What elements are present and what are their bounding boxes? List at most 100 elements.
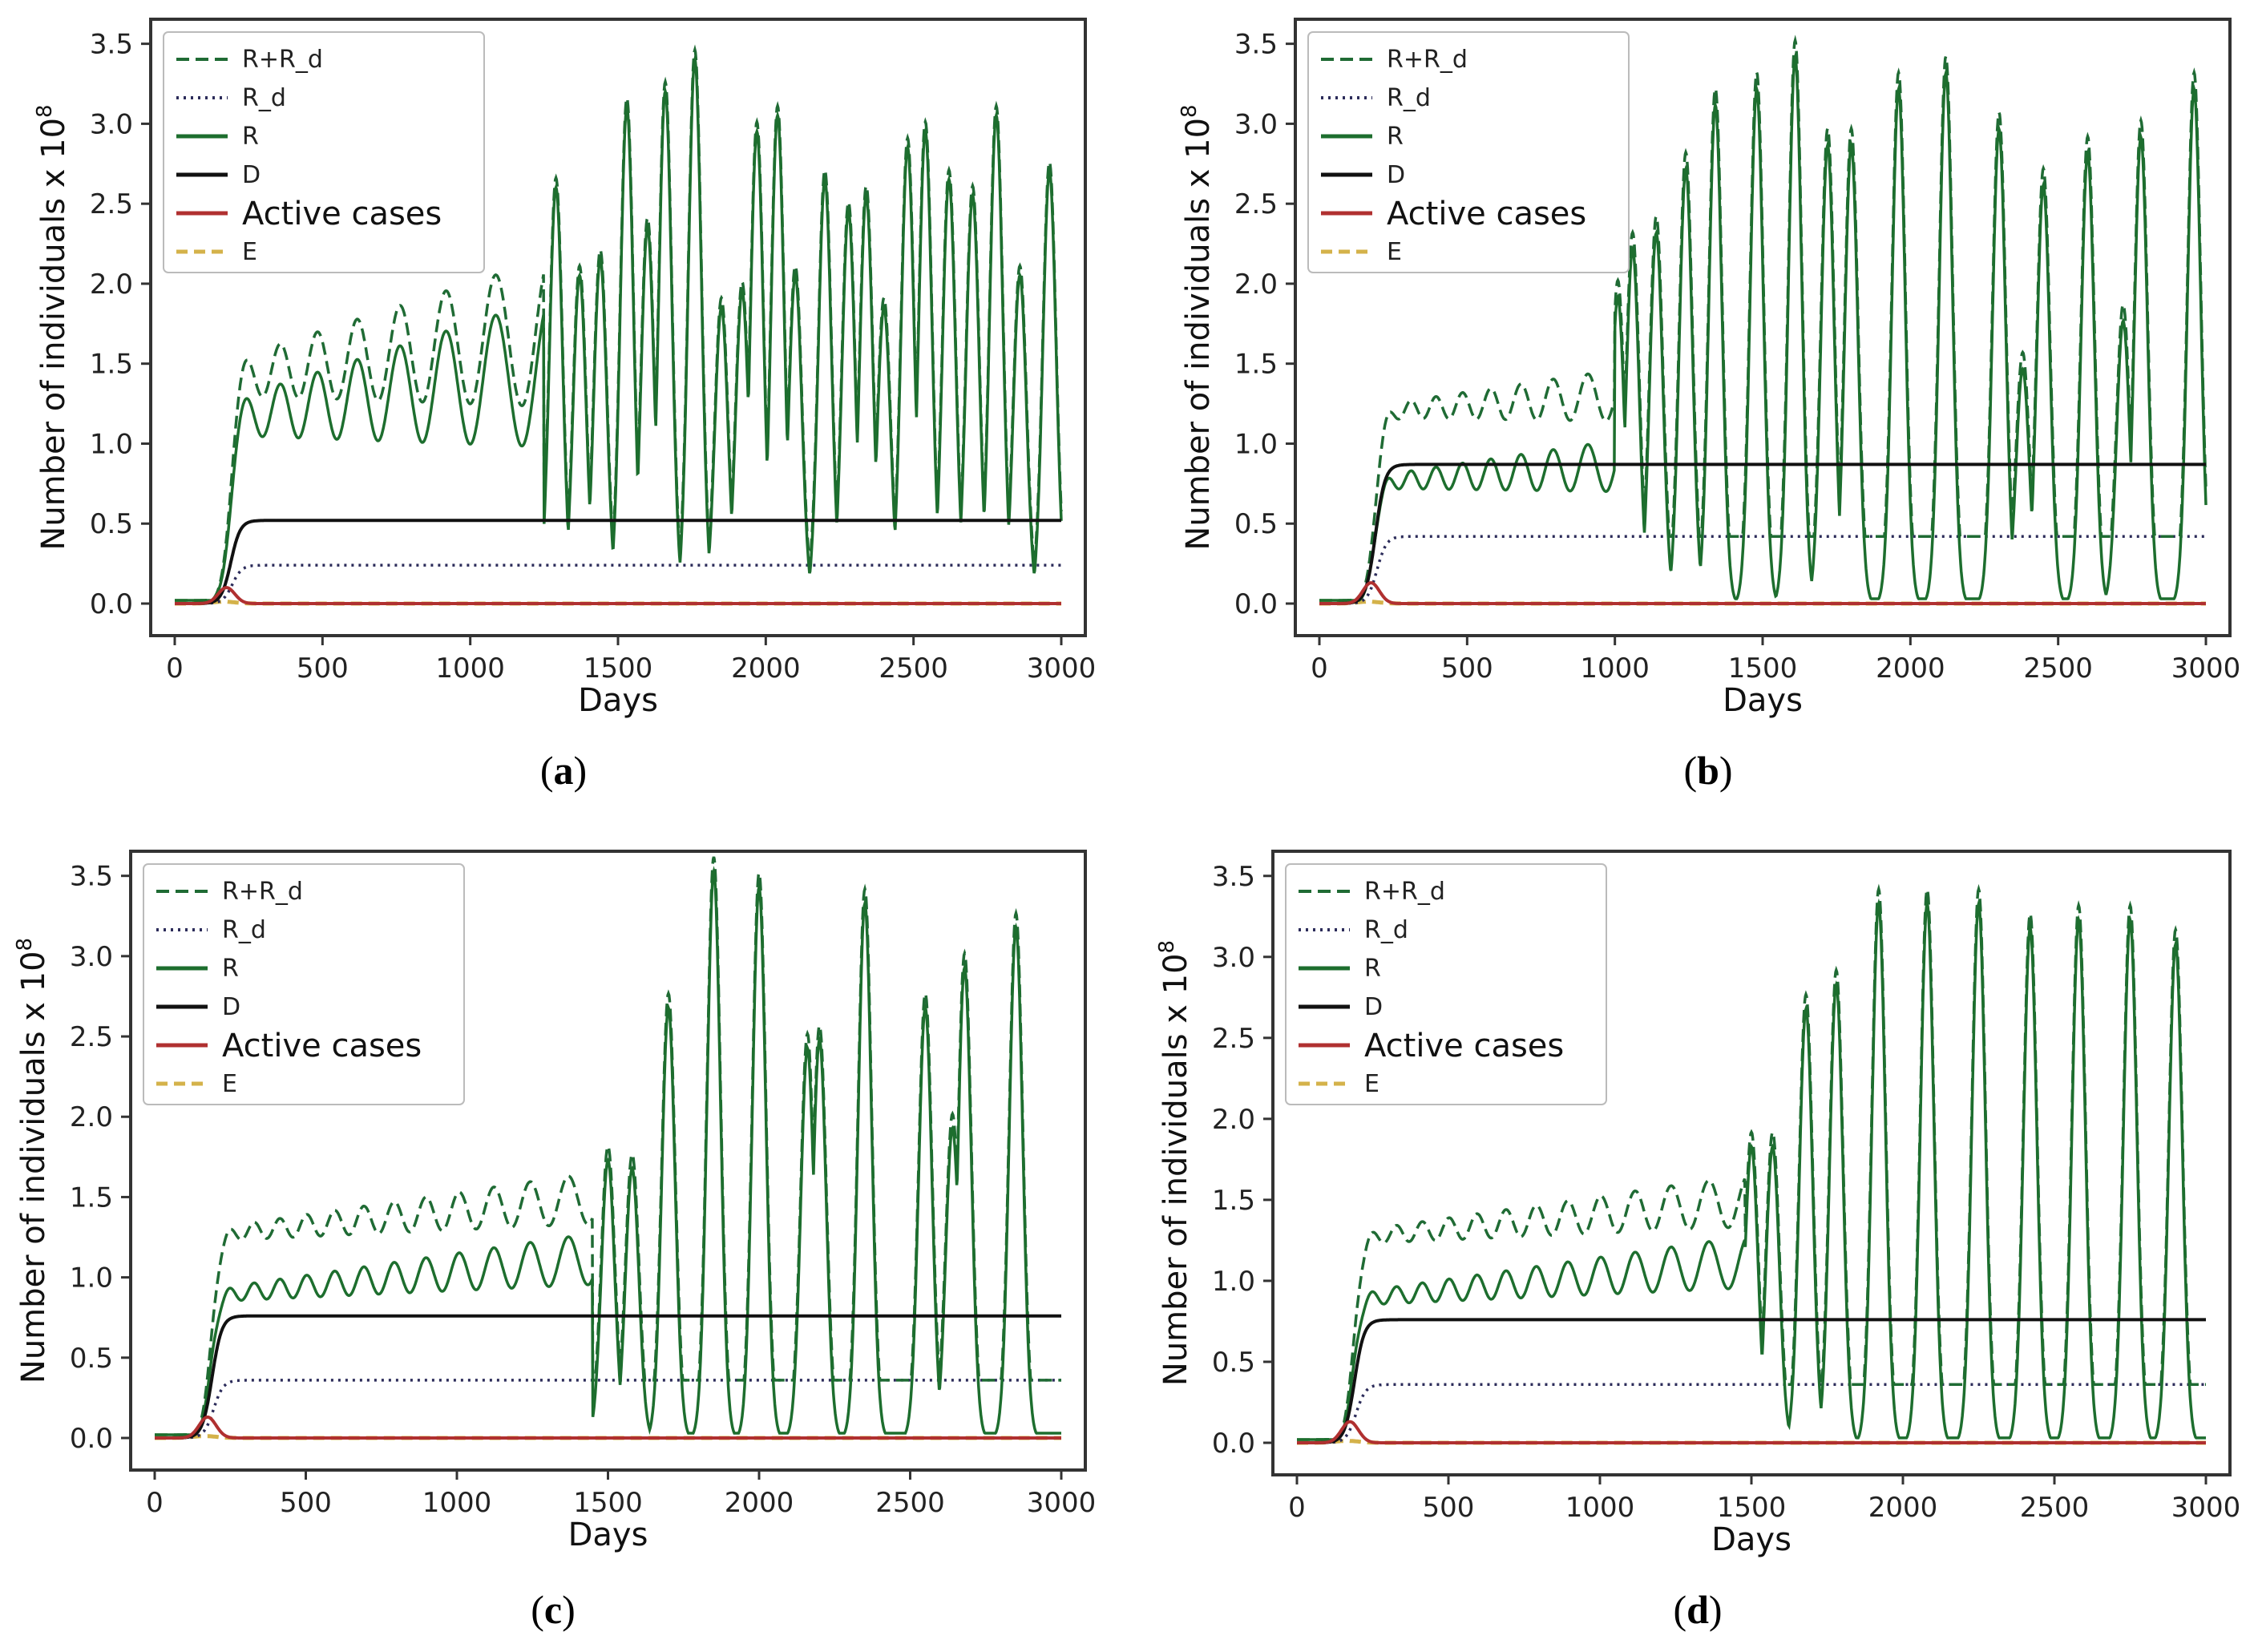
y-tick-label: 2.0 [90, 269, 133, 301]
x-tick-label: 1000 [1565, 1492, 1635, 1524]
series-D [155, 1314, 1061, 1440]
series-R [155, 866, 1061, 1436]
x-axis-title: Days [1723, 682, 1803, 719]
y-tick-label: 2.5 [1234, 188, 1278, 220]
y-tick-label: 3.5 [1234, 29, 1278, 61]
x-tick-label: 2500 [875, 1487, 945, 1519]
y-tick-label: 1.0 [1234, 428, 1278, 460]
y-axis-exponent: 8 [1177, 104, 1202, 118]
x-tick-label: 1500 [584, 652, 653, 685]
y-tick-label: 1.5 [1234, 349, 1278, 381]
x-tick-label: 1500 [573, 1487, 643, 1519]
panel-caption-d: (d) [1673, 1587, 1722, 1632]
legend-box [143, 863, 465, 1105]
x-tick-label: 2000 [1868, 1492, 1938, 1524]
x-tick-label: 500 [280, 1487, 332, 1519]
y-tick-label: 3.0 [1234, 108, 1278, 140]
series-active-cases [1297, 1420, 2206, 1444]
legend-label: Active cases [222, 1028, 422, 1064]
series-group [1297, 883, 2206, 1445]
y-tick-label: 3.0 [70, 941, 113, 973]
y-tick-label: 0.0 [90, 588, 133, 620]
legend-label: D [222, 993, 240, 1021]
chart-panel-c: 0 500 1000 1500 2000 2500 3000 0.0 0.5 1.0 1.5 2.0 2… [13, 850, 1096, 1553]
x-tick-label: 2000 [731, 652, 801, 685]
x-tick-label: 2500 [2023, 652, 2093, 685]
legend-box [163, 31, 485, 273]
legend-label: E [1387, 238, 1402, 266]
legend-label: E [222, 1070, 237, 1098]
legend-label: E [242, 238, 257, 266]
y-tick-label: 0.5 [1234, 508, 1278, 540]
y-tick-label: 3.5 [70, 861, 113, 893]
x-tick-label: 0 [1288, 1492, 1306, 1524]
legend-label: R_d [242, 84, 286, 112]
x-tick-label: 1000 [435, 652, 505, 685]
series-D [175, 519, 1061, 605]
y-axis-title: Number of individuals x 108 [13, 938, 52, 1383]
x-tick-label: 2000 [1876, 652, 1945, 685]
y-tick-label: 2.0 [70, 1101, 113, 1133]
x-tick-label: 2000 [725, 1487, 794, 1519]
series-group [1319, 34, 2208, 606]
y-tick-label: 1.5 [70, 1181, 113, 1214]
legend-label: R [242, 123, 259, 151]
panel-caption-b: (b) [1683, 748, 1732, 793]
y-tick-label: 2.5 [1212, 1023, 1255, 1055]
y-tick-label: 1.0 [90, 428, 133, 460]
y-axis-title: Number of individuals x 108 [1155, 940, 1194, 1386]
y-tick-label: 0.5 [70, 1343, 113, 1375]
legend-label: R+R_d [1387, 46, 1468, 74]
legend-label: Active cases [1364, 1028, 1564, 1064]
x-tick-label: 3000 [1027, 652, 1097, 685]
y-tick-label: 3.5 [90, 29, 133, 61]
x-tick-label: 3000 [2171, 1492, 2241, 1524]
y-axis-exponent: 8 [33, 104, 57, 118]
y-tick-label: 3.0 [1212, 942, 1255, 974]
series-D [1297, 1318, 2206, 1444]
x-tick-label: 500 [297, 652, 349, 685]
y-axis-title: Number of individuals x 108 [1177, 104, 1217, 550]
x-tick-label: 2500 [2020, 1492, 2090, 1524]
series-group [155, 856, 1061, 1440]
chart-panel-d: 0 500 1000 1500 2000 2500 3000 0.0 0.5 1.0 1.5 2.0 2… [1155, 850, 2241, 1558]
y-tick-label: 2.0 [1212, 1104, 1255, 1136]
y-tick-label: 0.5 [90, 508, 133, 540]
y-tick-label: 1.5 [90, 349, 133, 381]
legend-label: D [242, 161, 261, 189]
legend-label: R+R_d [242, 46, 323, 74]
y-tick-label: 1.0 [70, 1262, 113, 1295]
x-tick-label: 1500 [1717, 1492, 1787, 1524]
x-axis-title: Days [578, 682, 658, 719]
y-axis-exponent: 8 [1155, 940, 1179, 954]
y-tick-label: 1.5 [1212, 1185, 1255, 1217]
legend-label: Active cases [242, 196, 442, 232]
x-tick-label: 0 [146, 1487, 164, 1519]
legend-label: D [1364, 993, 1383, 1021]
y-tick-label: 2.5 [90, 188, 133, 220]
x-tick-label: 2500 [879, 652, 948, 685]
series-active-cases [175, 586, 1061, 605]
x-tick-label: 1500 [1728, 652, 1798, 685]
x-tick-label: 0 [1311, 652, 1328, 685]
y-tick-label: 0.0 [1234, 588, 1278, 620]
y-tick-label: 0.0 [1212, 1428, 1255, 1460]
x-tick-label: 0 [166, 652, 184, 685]
legend-label: R [1387, 123, 1404, 151]
legend-label: E [1364, 1070, 1379, 1098]
x-tick-label: 3000 [2171, 652, 2241, 685]
legend-label: R+R_d [1364, 878, 1445, 906]
y-axis-title: Number of individuals x 108 [33, 104, 72, 550]
legend-label: D [1387, 161, 1405, 189]
legend-label: R_d [222, 916, 266, 944]
panel-caption-a: (a) [540, 748, 587, 793]
legend-label: R [1364, 955, 1381, 983]
y-tick-label: 2.5 [70, 1021, 113, 1053]
series-R+R_d [1297, 883, 2206, 1441]
chart-panel-a: 0 500 1000 1500 2000 2500 3000 0.0 0.5 1.0 1.5 2.0 2… [33, 18, 1097, 719]
legend-label: R [222, 955, 239, 983]
series-R [1319, 51, 2208, 602]
panel-caption-c: (c) [531, 1587, 576, 1632]
y-tick-label: 3.0 [90, 108, 133, 140]
series-D [1319, 462, 2206, 605]
